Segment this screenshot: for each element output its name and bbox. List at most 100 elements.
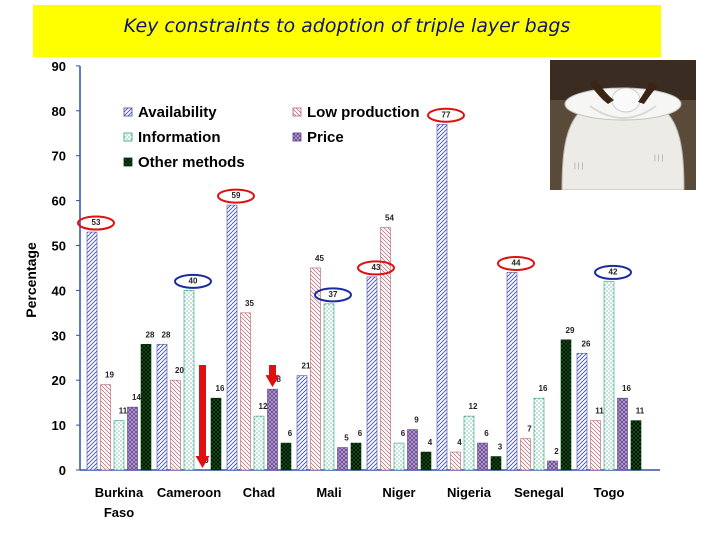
value-label-chad-availability: 59 (232, 191, 241, 200)
bar-mali-other-methods (350, 442, 362, 471)
bar-niger-low-production (380, 227, 391, 471)
y-tick-label-50: 50 (52, 239, 66, 254)
value-label-burkina-faso-low-production: 19 (105, 371, 114, 380)
bar-senegal-information (533, 397, 545, 471)
red-arrow-shaft-chad (269, 365, 276, 378)
value-label-togo-availability: 26 (582, 339, 591, 348)
bar-burkina-faso-information (113, 420, 125, 471)
value-label-burkina-faso-other-methods: 28 (146, 330, 155, 339)
bar-niger-availability (366, 276, 378, 471)
triple-layer-bag-photo: | | | | | | (550, 60, 696, 190)
legend-label-price: Price (307, 129, 344, 146)
red-arrow-head-cameroon (195, 456, 210, 468)
title-banner: Key constraints to adoption of triple la… (33, 5, 661, 57)
value-label-togo-information: 42 (609, 267, 618, 276)
bar-niger-price (407, 429, 418, 471)
value-label-niger-information: 6 (401, 429, 406, 438)
bar-nigeria-information (463, 415, 475, 471)
y-tick-label-70: 70 (52, 149, 66, 164)
x-tick-label-nigeria: Nigeria (447, 485, 492, 500)
value-label-cameroon-other-methods: 16 (216, 384, 225, 393)
bar-senegal-price (547, 460, 558, 471)
value-label-niger-low-production: 54 (385, 214, 394, 223)
bar-chad-information (253, 415, 265, 471)
x-tick-label-togo: Togo (594, 485, 625, 500)
red-highlight-nigeria (427, 107, 465, 123)
bar-nigeria-price (477, 442, 488, 471)
value-label-senegal-price: 2 (554, 447, 559, 456)
blue-highlight-cameroon (174, 273, 212, 289)
y-tick-label-90: 90 (52, 59, 66, 74)
bar-mali-availability (296, 375, 308, 471)
bar-cameroon-information (183, 290, 195, 471)
bar-togo-low-production (590, 420, 601, 471)
bar-chad-availability (226, 204, 238, 471)
bar-nigeria-availability (436, 123, 448, 471)
legend-label-other-methods: Other methods (138, 154, 245, 171)
bar-niger-information (393, 442, 405, 471)
legend-swatch-availability (123, 107, 133, 117)
bar-togo-price (617, 397, 628, 471)
y-tick-label-10: 10 (52, 418, 66, 433)
blue-highlight-mali (314, 287, 352, 303)
value-label-mali-availability: 21 (302, 362, 311, 371)
bar-chad-low-production (240, 312, 251, 471)
legend: Availability Low production Information Pri… (123, 104, 419, 171)
value-label-burkina-faso-price: 14 (132, 393, 141, 402)
bar-burkina-faso-price (127, 406, 138, 471)
blue-highlight-togo (594, 264, 632, 280)
value-label-senegal-other-methods: 29 (566, 326, 575, 335)
y-tick-label-0: 0 (59, 463, 66, 478)
value-label-senegal-availability: 44 (512, 258, 521, 267)
bar-senegal-other-methods (560, 339, 572, 471)
chart-title: Key constraints to adoption of triple la… (123, 15, 571, 37)
y-tick-labels: 0 10 20 30 40 50 60 70 80 90 (52, 59, 80, 478)
bar-nigeria-low-production (450, 451, 461, 471)
red-arrow-head-chad (265, 375, 280, 388)
red-highlight-burkina-faso (77, 215, 115, 231)
bar-togo-information (603, 281, 615, 471)
x-tick-label-niger: Niger (382, 485, 415, 500)
bar-cameroon-low-production (170, 379, 181, 471)
red-highlight-niger (357, 260, 395, 276)
bar-togo-availability (576, 352, 588, 471)
bar-senegal-availability (506, 272, 518, 471)
value-label-nigeria-price: 6 (484, 429, 489, 438)
value-label-togo-other-methods: 11 (636, 407, 645, 416)
y-tick-label-30: 30 (52, 328, 66, 343)
value-label-nigeria-other-methods: 3 (498, 443, 503, 452)
bar-burkina-faso-availability (86, 231, 98, 471)
bar-mali-price (337, 447, 348, 471)
x-tick-labels: Burkina Faso Cameroon Chad Mali Niger Nigeria S… (95, 485, 625, 520)
legend-swatch-price (292, 132, 302, 142)
bar-burkina-faso-other-methods (140, 343, 152, 471)
bar-chad-other-methods (280, 442, 292, 471)
value-label-chad-other-methods: 6 (288, 429, 293, 438)
value-label-niger-other-methods: 4 (428, 438, 433, 447)
x-tick-label-mali: Mali (316, 485, 341, 500)
value-label-cameroon-availability: 28 (162, 330, 171, 339)
y-tick-label-40: 40 (52, 283, 66, 298)
legend-swatch-information (123, 132, 133, 142)
value-label-togo-low-production: 11 (595, 407, 604, 416)
value-label-mali-price: 5 (344, 434, 349, 443)
legend-label-information: Information (138, 129, 221, 146)
y-tick-label-20: 20 (52, 373, 66, 388)
bar-mali-information (323, 303, 335, 471)
bar-niger-other-methods (420, 451, 432, 471)
bar-burkina-faso-low-production (100, 384, 111, 471)
x-tick-label-cameroon: Cameroon (157, 485, 221, 500)
bar-togo-other-methods (630, 420, 642, 471)
value-label-mali-other-methods: 6 (358, 429, 363, 438)
bar-cameroon-other-methods (210, 397, 222, 471)
bar-mali-low-production (310, 267, 321, 471)
value-label-niger-price: 9 (414, 416, 419, 425)
value-label-togo-price: 16 (622, 384, 631, 393)
value-label-mali-low-production: 45 (315, 254, 324, 263)
annotations (77, 107, 632, 468)
value-label-burkina-faso-availability: 53 (92, 218, 101, 227)
value-label-senegal-information: 16 (539, 384, 548, 393)
value-label-cameroon-low-production: 20 (175, 366, 184, 375)
svg-text:| | |: | | | (654, 155, 664, 162)
